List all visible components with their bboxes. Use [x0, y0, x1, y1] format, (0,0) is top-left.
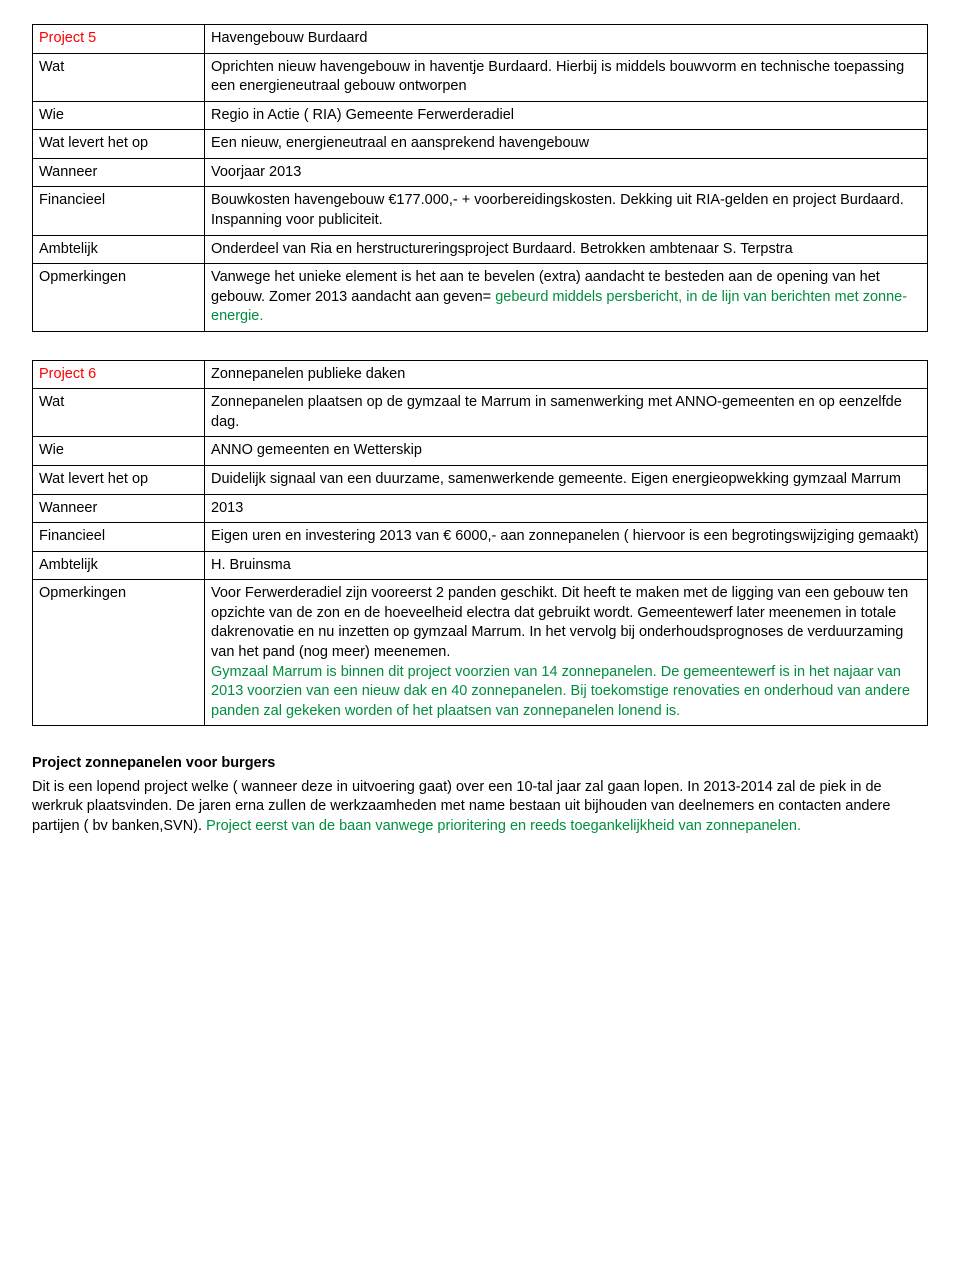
project-label: Project 6 — [33, 360, 205, 389]
project-label: Project 5 — [33, 25, 205, 54]
remark-text: Voor Ferwerderadiel zijn vooreerst 2 pan… — [211, 585, 908, 660]
row-value: Vanwege het unieke element is het aan te… — [205, 264, 928, 332]
project-6-table: Project 6 Zonnepanelen publieke daken Wa… — [32, 360, 928, 726]
table-row: Opmerkingen Vanwege het unieke element i… — [33, 264, 928, 332]
row-value: Onderdeel van Ria en herstructureringspr… — [205, 235, 928, 264]
row-label: Financieel — [33, 523, 205, 552]
project-title: Zonnepanelen publieke daken — [205, 360, 928, 389]
project-5-table: Project 5 Havengebouw Burdaard Wat Opric… — [32, 24, 928, 332]
table-row: Wanneer 2013 — [33, 494, 928, 523]
row-value: Oprichten nieuw havengebouw in haventje … — [205, 53, 928, 101]
row-value: Bouwkosten havengebouw €177.000,- + voor… — [205, 187, 928, 235]
table-row: Wat levert het op Duidelijk signaal van … — [33, 466, 928, 495]
row-value: ANNO gemeenten en Wetterskip — [205, 437, 928, 466]
remark-highlight: Gymzaal Marrum is binnen dit project voo… — [211, 664, 910, 719]
row-label: Opmerkingen — [33, 264, 205, 332]
table-row: Ambtelijk Onderdeel van Ria en herstruct… — [33, 235, 928, 264]
table-row: Financieel Bouwkosten havengebouw €177.0… — [33, 187, 928, 235]
row-value: Voorjaar 2013 — [205, 158, 928, 187]
row-label: Wat — [33, 389, 205, 437]
row-label: Opmerkingen — [33, 580, 205, 726]
row-value: Een nieuw, energieneutraal en aanspreken… — [205, 130, 928, 159]
row-value: 2013 — [205, 494, 928, 523]
row-value: Duidelijk signaal van een duurzame, same… — [205, 466, 928, 495]
row-label: Wat levert het op — [33, 130, 205, 159]
row-value: Zonnepanelen plaatsen op de gymzaal te M… — [205, 389, 928, 437]
row-label: Wie — [33, 437, 205, 466]
row-label: Financieel — [33, 187, 205, 235]
table-row: Project 5 Havengebouw Burdaard — [33, 25, 928, 54]
table-row: Financieel Eigen uren en investering 201… — [33, 523, 928, 552]
table-row: Wie ANNO gemeenten en Wetterskip — [33, 437, 928, 466]
row-value: H. Bruinsma — [205, 551, 928, 580]
table-row: Wat levert het op Een nieuw, energieneut… — [33, 130, 928, 159]
row-label: Wie — [33, 101, 205, 130]
row-label: Wat — [33, 53, 205, 101]
row-value: Voor Ferwerderadiel zijn vooreerst 2 pan… — [205, 580, 928, 726]
footer-block: Project zonnepanelen voor burgers Dit is… — [32, 754, 928, 836]
table-row: Wanneer Voorjaar 2013 — [33, 158, 928, 187]
row-value: Regio in Actie ( RIA) Gemeente Ferwerder… — [205, 101, 928, 130]
table-row: Project 6 Zonnepanelen publieke daken — [33, 360, 928, 389]
row-label: Wanneer — [33, 494, 205, 523]
footer-highlight: Project eerst van de baan vanwege priori… — [206, 818, 801, 834]
table-row: Wie Regio in Actie ( RIA) Gemeente Ferwe… — [33, 101, 928, 130]
table-row: Wat Zonnepanelen plaatsen op de gymzaal … — [33, 389, 928, 437]
table-row: Wat Oprichten nieuw havengebouw in haven… — [33, 53, 928, 101]
row-label: Ambtelijk — [33, 235, 205, 264]
row-label: Ambtelijk — [33, 551, 205, 580]
footer-title: Project zonnepanelen voor burgers — [32, 755, 275, 771]
row-value: Eigen uren en investering 2013 van € 600… — [205, 523, 928, 552]
project-title: Havengebouw Burdaard — [205, 25, 928, 54]
table-row: Opmerkingen Voor Ferwerderadiel zijn voo… — [33, 580, 928, 726]
row-label: Wat levert het op — [33, 466, 205, 495]
row-label: Wanneer — [33, 158, 205, 187]
table-row: Ambtelijk H. Bruinsma — [33, 551, 928, 580]
